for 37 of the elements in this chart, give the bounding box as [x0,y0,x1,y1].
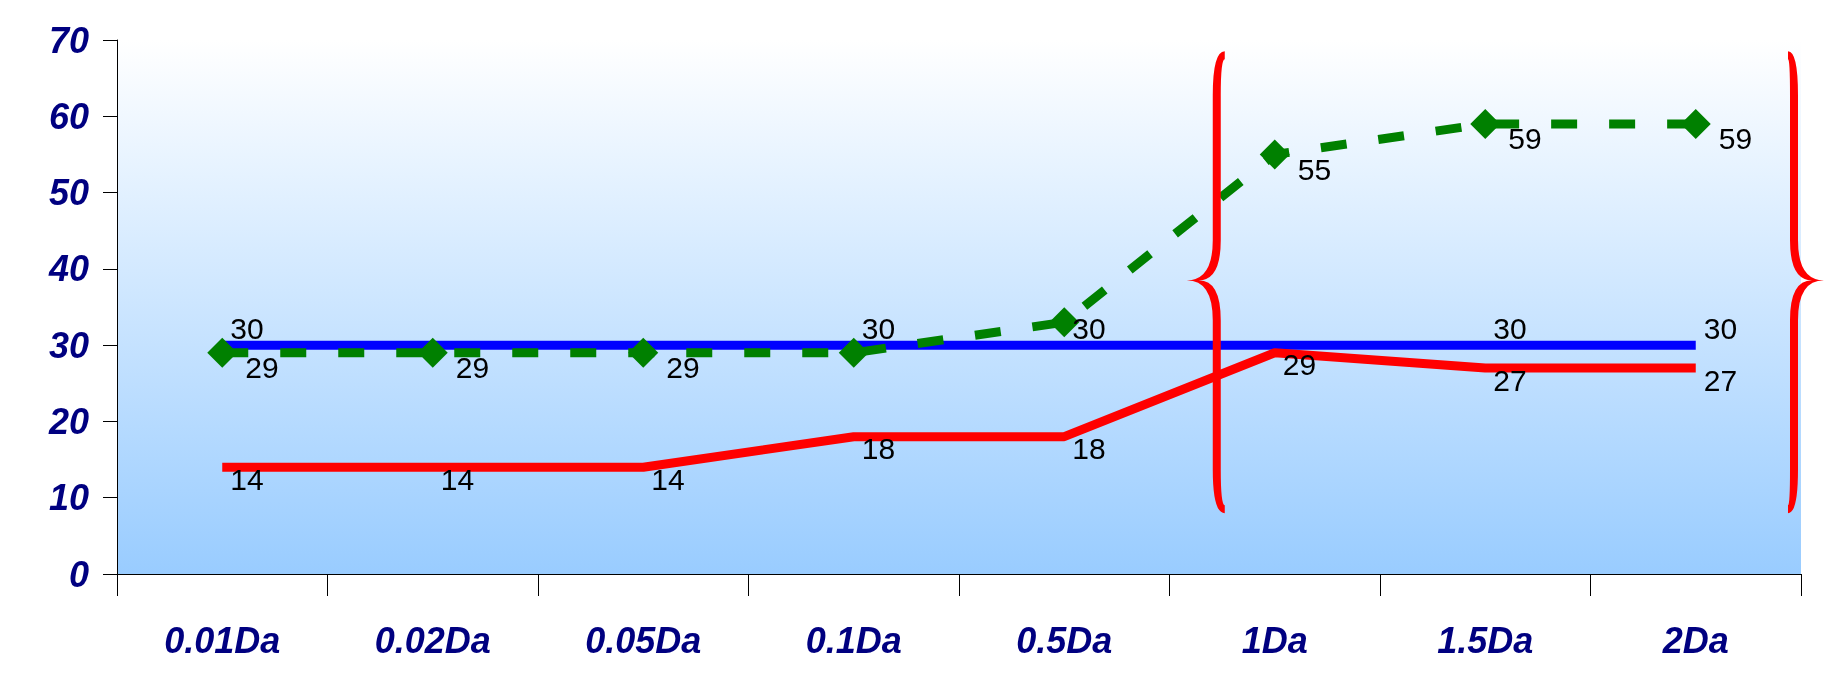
point [838,337,869,368]
y-tick-label: 40 [47,248,89,290]
data-label: 27 [1703,363,1738,397]
y-tick-label: 60 [48,95,89,137]
data-label: 18 [861,432,896,466]
data-label: 29 [666,351,700,385]
data-label: 14 [230,462,264,496]
data-label: 30 [230,311,264,345]
data-label: 14 [440,462,475,496]
data-label: 27 [1493,363,1527,397]
data-label: 59 [1718,122,1753,156]
y-tick-label: 10 [48,477,89,519]
point [628,337,659,368]
y-tick-label: 20 [47,400,89,442]
data-label: 30 [1072,311,1106,345]
x-tick-label: 0.02Da [374,619,491,661]
data-label: 14 [651,462,685,496]
point [1259,139,1290,170]
x-tick-label: 0.05Da [585,619,702,661]
data-label: 30 [1703,311,1738,345]
x-tick-label: 0.01Da [164,619,281,661]
data-label: 30 [1493,311,1527,345]
x-tick-label: 2Da [1661,619,1729,661]
y-tick-label: 0 [68,553,89,595]
data-label: 18 [1072,432,1106,466]
x-tick-label: 0.5Da [1016,619,1113,661]
data-label: 59 [1508,122,1542,156]
x-tick-label: 1Da [1241,619,1308,661]
y-tick-label: 70 [48,19,89,61]
x-tick-label: 1.5Da [1437,619,1534,661]
x-tick-label: 0.1Da [805,619,902,661]
data-label: 30 [861,311,896,345]
data-label: 29 [455,351,490,385]
y-tick-label: 30 [48,324,89,366]
y-tick-label: 50 [48,172,89,214]
data-label: 55 [1297,152,1332,186]
data-label: 29 [245,351,279,385]
